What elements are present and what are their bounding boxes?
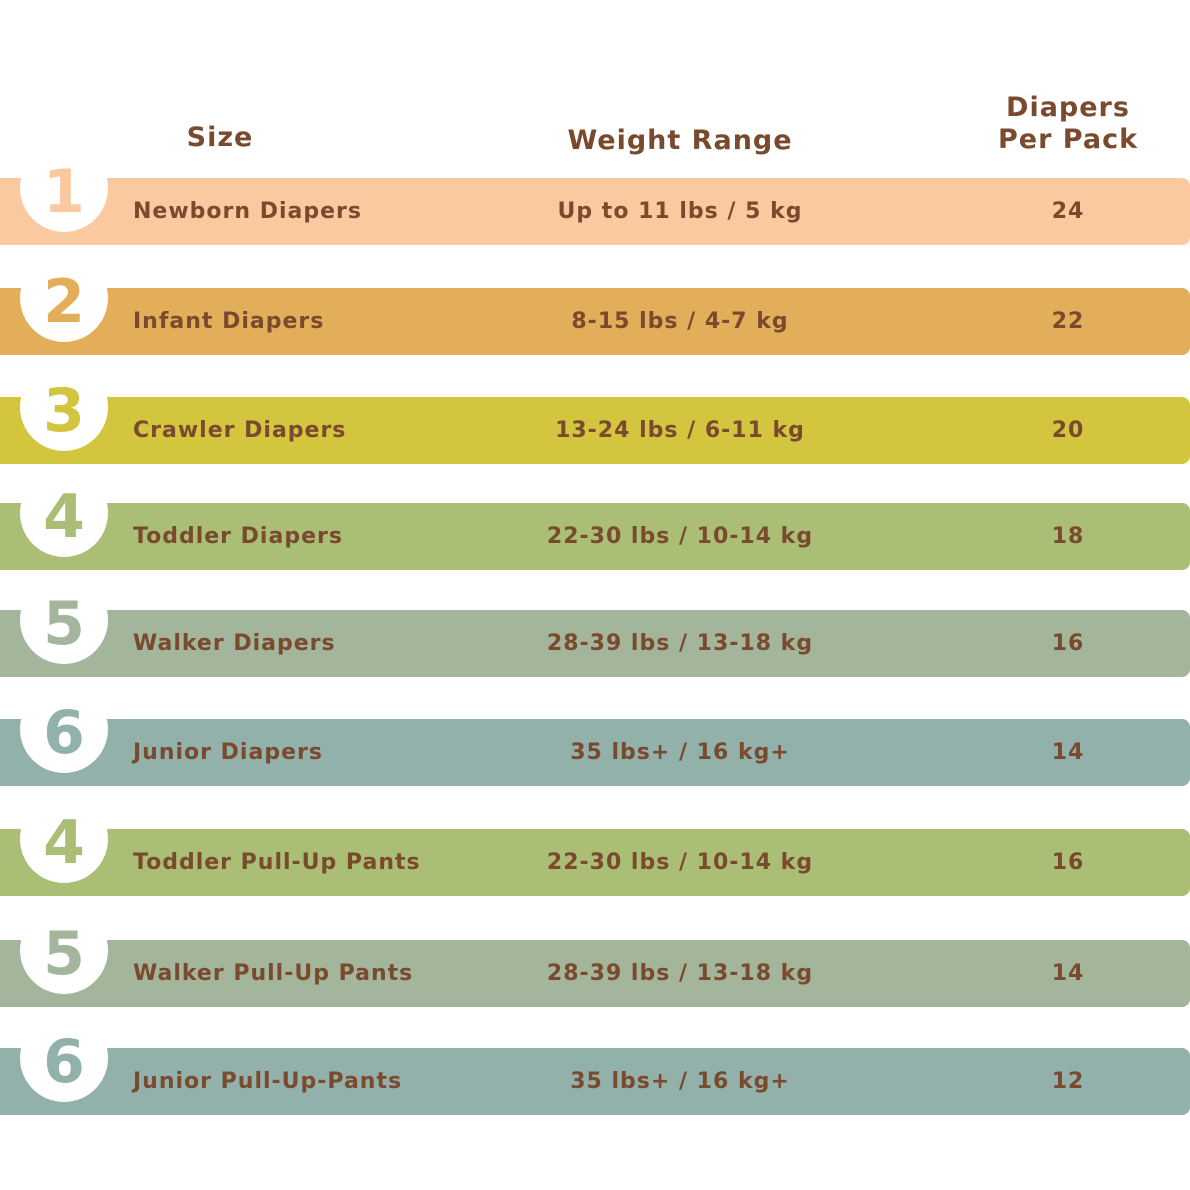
size-row: Junior Pull-Up-Pants 35 lbs+ / 16 kg+ 12 [0,1048,1190,1115]
weight-range: Up to 11 lbs / 5 kg [557,199,803,224]
size-row: Toddler Pull-Up Pants 22-30 lbs / 10-14 … [0,829,1190,896]
product-name: Newborn Diapers [133,199,362,224]
header-size: Size [186,122,254,153]
product-name: Toddler Diapers [133,524,343,549]
size-badge [20,576,108,664]
size-number: 6 [43,1027,85,1097]
header-per-pack-line1: Diapers [1006,92,1130,123]
size-badge [20,906,108,994]
size-badge [20,469,108,557]
size-badge [20,254,108,342]
size-badge [20,144,108,232]
size-number: 2 [43,267,85,337]
size-number: 4 [43,808,85,878]
product-name: Toddler Pull-Up Pants [133,850,421,875]
size-row: Newborn Diapers Up to 11 lbs / 5 kg 24 [0,178,1190,245]
diapers-per-pack: 24 [1051,199,1085,224]
product-name: Crawler Diapers [133,418,347,443]
size-row: Junior Diapers 35 lbs+ / 16 kg+ 14 [0,719,1190,786]
size-row: Walker Pull-Up Pants 28-39 lbs / 13-18 k… [0,940,1190,1007]
size-number: 5 [43,589,85,659]
size-row: Toddler Diapers 22-30 lbs / 10-14 kg 18 [0,503,1190,570]
size-row: Crawler Diapers 13-24 lbs / 6-11 kg 20 [0,397,1190,464]
size-number: 3 [43,376,85,446]
diapers-per-pack: 16 [1051,631,1085,656]
diapers-per-pack: 14 [1051,961,1085,986]
diapers-per-pack: 18 [1051,524,1085,549]
weight-range: 35 lbs+ / 16 kg+ [570,1069,790,1094]
diapers-per-pack: 16 [1051,850,1085,875]
header-per-pack-line2: Per Pack [997,124,1139,155]
header-weight-range: Weight Range [567,125,793,156]
weight-range: 28-39 lbs / 13-18 kg [546,961,814,986]
product-name: Infant Diapers [133,309,325,334]
product-name: Walker Pull-Up Pants [133,961,414,986]
weight-range: 8-15 lbs / 4-7 kg [571,309,789,334]
size-number: 1 [43,157,85,227]
weight-range: 13-24 lbs / 6-11 kg [555,418,805,443]
diapers-per-pack: 22 [1051,309,1085,334]
weight-range: 35 lbs+ / 16 kg+ [570,740,790,765]
size-badge [20,795,108,883]
size-badge [20,363,108,451]
size-number: 5 [43,919,85,989]
size-number: 6 [43,698,85,768]
diapers-per-pack: 14 [1051,740,1085,765]
size-row: Walker Diapers 28-39 lbs / 13-18 kg 16 [0,610,1190,677]
header-per-pack: Diapers Per Pack [968,92,1168,156]
product-name: Junior Diapers [133,740,323,765]
size-row: Infant Diapers 8-15 lbs / 4-7 kg 22 [0,288,1190,355]
weight-range: 28-39 lbs / 13-18 kg [546,631,814,656]
diapers-per-pack: 12 [1051,1069,1085,1094]
diapers-per-pack: 20 [1051,418,1085,443]
product-name: Walker Diapers [133,631,336,656]
weight-range: 22-30 lbs / 10-14 kg [546,850,814,875]
size-badge [20,1014,108,1102]
size-number: 4 [43,482,85,552]
size-badge [20,685,108,773]
product-name: Junior Pull-Up-Pants [133,1069,403,1094]
weight-range: 22-30 lbs / 10-14 kg [546,524,814,549]
